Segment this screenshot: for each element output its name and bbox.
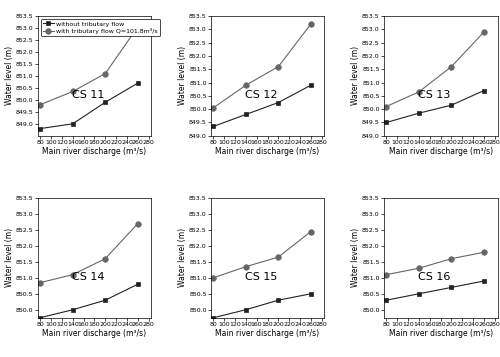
without tributary flow: [210, 316, 216, 320]
Y-axis label: Water level (m): Water level (m): [351, 46, 360, 105]
Line: without tributary flow: without tributary flow: [384, 89, 486, 125]
Y-axis label: Water level (m): Water level (m): [178, 46, 187, 105]
with tributary flow Q=101.8m³/s: [384, 272, 390, 277]
with tributary flow Q=101.8m³/s: [102, 71, 108, 76]
Text: CS 15: CS 15: [244, 272, 277, 282]
Y-axis label: Water level (m): Water level (m): [5, 228, 14, 287]
Line: without tributary flow: without tributary flow: [211, 292, 313, 320]
without tributary flow: [102, 100, 108, 104]
without tributary flow: [70, 122, 75, 126]
without tributary flow: [37, 316, 43, 320]
with tributary flow Q=101.8m³/s: [308, 230, 314, 234]
with tributary flow Q=101.8m³/s: [210, 276, 216, 280]
with tributary flow Q=101.8m³/s: [481, 30, 487, 34]
without tributary flow: [481, 279, 487, 283]
X-axis label: Main river discharge (m³/s): Main river discharge (m³/s): [42, 147, 146, 156]
with tributary flow Q=101.8m³/s: [416, 266, 422, 270]
without tributary flow: [243, 112, 249, 117]
with tributary flow Q=101.8m³/s: [481, 250, 487, 255]
X-axis label: Main river discharge (m³/s): Main river discharge (m³/s): [388, 329, 492, 338]
Text: CS 14: CS 14: [72, 272, 104, 282]
Y-axis label: Water level (m): Water level (m): [351, 228, 360, 287]
with tributary flow Q=101.8m³/s: [70, 272, 75, 277]
X-axis label: Main river discharge (m³/s): Main river discharge (m³/s): [216, 147, 320, 156]
Y-axis label: Water level (m): Water level (m): [178, 228, 187, 287]
Text: CS 12: CS 12: [244, 90, 277, 100]
with tributary flow Q=101.8m³/s: [416, 90, 422, 94]
with tributary flow Q=101.8m³/s: [37, 281, 43, 285]
with tributary flow Q=101.8m³/s: [135, 221, 141, 226]
Line: without tributary flow: without tributary flow: [38, 81, 140, 131]
with tributary flow Q=101.8m³/s: [448, 257, 454, 261]
without tributary flow: [416, 111, 422, 115]
with tributary flow Q=101.8m³/s: [308, 22, 314, 26]
without tributary flow: [243, 308, 249, 312]
without tributary flow: [384, 298, 390, 302]
without tributary flow: [276, 100, 281, 105]
without tributary flow: [37, 126, 43, 131]
Text: CS 13: CS 13: [418, 90, 450, 100]
with tributary flow Q=101.8m³/s: [135, 25, 141, 29]
Line: with tributary flow Q=101.8m³/s: with tributary flow Q=101.8m³/s: [210, 229, 314, 281]
Text: CS 16: CS 16: [418, 272, 450, 282]
Line: with tributary flow Q=101.8m³/s: with tributary flow Q=101.8m³/s: [384, 250, 486, 277]
with tributary flow Q=101.8m³/s: [210, 106, 216, 110]
with tributary flow Q=101.8m³/s: [243, 265, 249, 269]
without tributary flow: [448, 103, 454, 107]
Line: with tributary flow Q=101.8m³/s: with tributary flow Q=101.8m³/s: [384, 29, 486, 109]
with tributary flow Q=101.8m³/s: [384, 104, 390, 109]
X-axis label: Main river discharge (m³/s): Main river discharge (m³/s): [388, 147, 492, 156]
with tributary flow Q=101.8m³/s: [276, 65, 281, 69]
without tributary flow: [308, 83, 314, 87]
without tributary flow: [70, 308, 75, 312]
without tributary flow: [102, 298, 108, 302]
Line: without tributary flow: without tributary flow: [211, 83, 313, 129]
with tributary flow Q=101.8m³/s: [102, 257, 108, 261]
without tributary flow: [276, 298, 281, 302]
without tributary flow: [135, 81, 141, 85]
without tributary flow: [210, 124, 216, 129]
Line: without tributary flow: without tributary flow: [38, 282, 140, 320]
X-axis label: Main river discharge (m³/s): Main river discharge (m³/s): [42, 329, 146, 338]
without tributary flow: [308, 292, 314, 296]
with tributary flow Q=101.8m³/s: [276, 255, 281, 259]
with tributary flow Q=101.8m³/s: [243, 83, 249, 87]
Y-axis label: Water level (m): Water level (m): [5, 46, 14, 105]
Line: with tributary flow Q=101.8m³/s: with tributary flow Q=101.8m³/s: [38, 24, 140, 107]
Line: with tributary flow Q=101.8m³/s: with tributary flow Q=101.8m³/s: [210, 21, 314, 111]
without tributary flow: [384, 120, 390, 125]
with tributary flow Q=101.8m³/s: [37, 102, 43, 107]
without tributary flow: [481, 89, 487, 93]
Text: CS 11: CS 11: [72, 90, 104, 100]
without tributary flow: [448, 285, 454, 290]
with tributary flow Q=101.8m³/s: [70, 89, 75, 94]
without tributary flow: [416, 292, 422, 296]
X-axis label: Main river discharge (m³/s): Main river discharge (m³/s): [216, 329, 320, 338]
Line: with tributary flow Q=101.8m³/s: with tributary flow Q=101.8m³/s: [38, 221, 140, 285]
with tributary flow Q=101.8m³/s: [448, 65, 454, 69]
Line: without tributary flow: without tributary flow: [384, 279, 486, 302]
Legend: without tributary flow, with tributary flow Q=101.8m³/s: without tributary flow, with tributary f…: [40, 19, 160, 36]
without tributary flow: [135, 282, 141, 286]
